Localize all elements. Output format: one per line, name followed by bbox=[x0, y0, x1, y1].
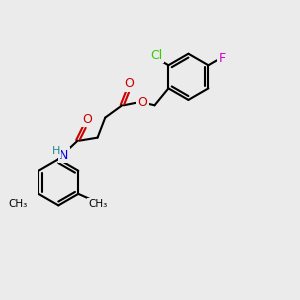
Text: O: O bbox=[124, 77, 134, 90]
Text: O: O bbox=[137, 96, 147, 109]
Text: H: H bbox=[52, 146, 60, 157]
Text: O: O bbox=[82, 113, 92, 126]
Text: CH₃: CH₃ bbox=[89, 199, 108, 209]
Text: F: F bbox=[219, 52, 226, 65]
Text: Cl: Cl bbox=[150, 49, 162, 62]
Text: CH₃: CH₃ bbox=[9, 199, 28, 209]
Text: N: N bbox=[59, 149, 68, 162]
